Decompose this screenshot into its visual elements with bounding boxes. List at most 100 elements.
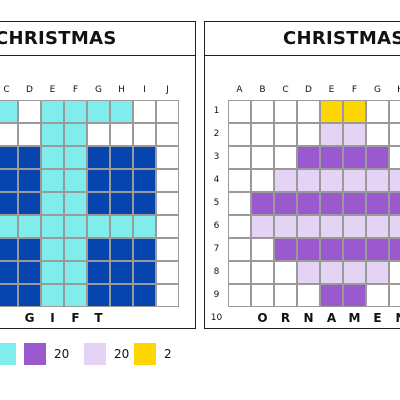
- column-label: F: [351, 85, 358, 95]
- grid-cell: [389, 123, 400, 146]
- column-label: C: [3, 85, 10, 95]
- grid-cell: [251, 146, 274, 169]
- grid-cell: [110, 146, 133, 169]
- puzzle-title-text: CHRISTMAS: [0, 28, 117, 49]
- grid-cell: [274, 100, 297, 123]
- answer-letter: T: [94, 311, 103, 325]
- grid-cell: [18, 169, 41, 192]
- puzzle-title: CHRISTMAS: [205, 22, 400, 56]
- grid-cell: [228, 215, 251, 238]
- grid-cell: [343, 238, 366, 261]
- grid-cell: [156, 123, 179, 146]
- grid-cell: [87, 146, 110, 169]
- grid-cell: [87, 123, 110, 146]
- grid-cell: [343, 169, 366, 192]
- grid-cell: [110, 261, 133, 284]
- grid-cell: [297, 284, 320, 307]
- answer-letter: [156, 307, 179, 330]
- grid-cell: [133, 238, 156, 261]
- grid-cell: [320, 261, 343, 284]
- grid-cell: [320, 192, 343, 215]
- grid-cell: [133, 215, 156, 238]
- grid-cell: [87, 261, 110, 284]
- answer-letter: N: [389, 307, 400, 330]
- grid-cell: [0, 215, 18, 238]
- grid-cell: [274, 169, 297, 192]
- grid-cell: [366, 169, 389, 192]
- column-label: G: [95, 85, 102, 95]
- grid-cell: [156, 100, 179, 123]
- grid-cell: [110, 169, 133, 192]
- grid-cell: [366, 192, 389, 215]
- grid-cell: [366, 261, 389, 284]
- grid-cell: [297, 261, 320, 284]
- grid-cell: [320, 169, 343, 192]
- grid-cell: [87, 238, 110, 261]
- grid-cell: [343, 192, 366, 215]
- grid-cell: [320, 238, 343, 261]
- grid-cell: [156, 261, 179, 284]
- puzzle-panel-ornament: CHRISTMAS ABCDEFGH12345678910 ORNAMEN: [204, 21, 400, 329]
- grid-cell: [64, 215, 87, 238]
- grid-cell: [87, 169, 110, 192]
- answer-letter: E: [373, 311, 382, 325]
- color-swatch: [134, 343, 156, 365]
- grid-cell: [274, 123, 297, 146]
- grid-cell: [41, 146, 64, 169]
- grid-cell: [274, 261, 297, 284]
- grid-cell: [133, 284, 156, 307]
- grid-cell: [0, 146, 18, 169]
- grid-cell: [343, 215, 366, 238]
- column-label: E: [328, 85, 335, 95]
- grid-cell: [274, 192, 297, 215]
- grid-cell: [320, 123, 343, 146]
- grid-cell: [0, 123, 18, 146]
- grid-cell: [343, 146, 366, 169]
- grid-cell: [274, 146, 297, 169]
- answer-letter: [228, 307, 251, 330]
- row-label: 1: [213, 106, 220, 116]
- grid-cell: [251, 284, 274, 307]
- grid-cell: [18, 123, 41, 146]
- grid-cell: [228, 284, 251, 307]
- grid-cell: [64, 123, 87, 146]
- grid-cell: [251, 215, 274, 238]
- grid-cell: [228, 123, 251, 146]
- row-label: 9: [213, 290, 220, 300]
- column-label: J: [166, 85, 169, 95]
- grid-cell: [18, 238, 41, 261]
- grid-cell: [251, 100, 274, 123]
- grid-cell: [274, 284, 297, 307]
- grid-cell: [41, 215, 64, 238]
- grid-cell: [18, 284, 41, 307]
- color-swatch: [0, 343, 16, 365]
- legend-count: 20: [54, 347, 70, 361]
- grid-cell: [389, 215, 400, 238]
- grid-cell: [18, 100, 41, 123]
- grid-cell: [343, 284, 366, 307]
- grid-cell: [274, 238, 297, 261]
- grid-cell: [156, 238, 179, 261]
- answer-letter: F: [71, 311, 80, 325]
- grid-cell: [64, 146, 87, 169]
- grid-cell: [133, 123, 156, 146]
- color-swatch: [24, 343, 46, 365]
- grid-cell: [251, 238, 274, 261]
- column-label: C: [282, 85, 289, 95]
- grid-cell: [251, 123, 274, 146]
- row-label: 3: [213, 152, 220, 162]
- grid-cell: [297, 192, 320, 215]
- puzzle-title: CHRISTMAS: [0, 22, 195, 56]
- grid-cell: [18, 192, 41, 215]
- grid-cell: [41, 100, 64, 123]
- legend-count: 2: [164, 347, 172, 361]
- grid-cell: [228, 192, 251, 215]
- grid-cell: [156, 169, 179, 192]
- grid-cell: [87, 284, 110, 307]
- grid-cell: [0, 261, 18, 284]
- grid-cell: [110, 215, 133, 238]
- grid-cell: [133, 100, 156, 123]
- grid-cell: [228, 146, 251, 169]
- column-label: G: [374, 85, 381, 95]
